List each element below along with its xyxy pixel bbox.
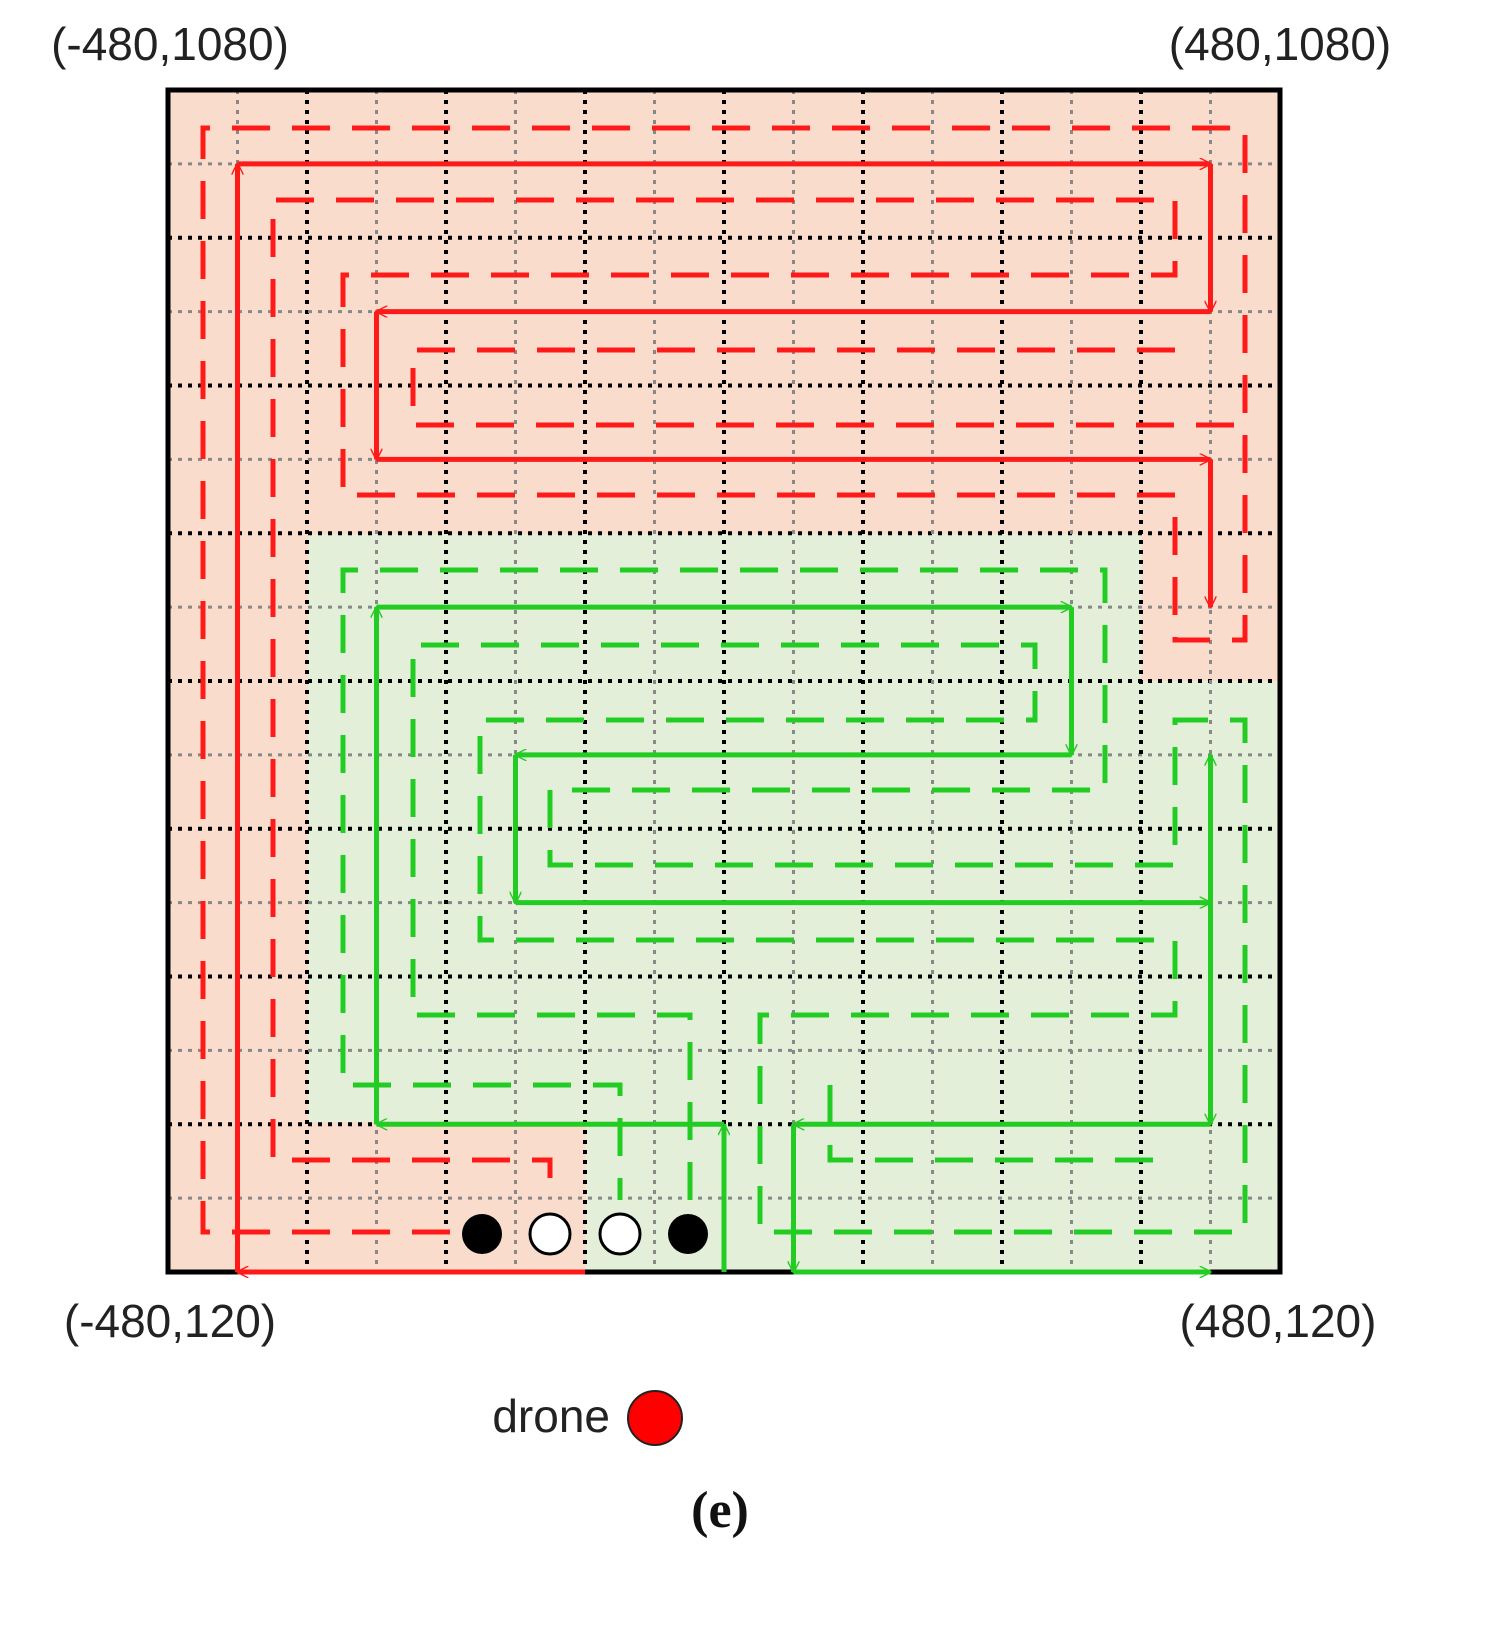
flight-paths [238, 164, 1211, 1272]
start-markers [462, 1212, 708, 1256]
corner-label: (480,1080) [1169, 18, 1392, 70]
corner-label: (-480,120) [64, 1295, 276, 1347]
green-coverage [827, 1085, 1175, 1163]
marker-black [462, 1214, 502, 1254]
legend-label: drone [492, 1390, 610, 1442]
legend-drone [627, 1390, 683, 1446]
marker-black [668, 1214, 708, 1254]
marker-white [528, 1212, 572, 1256]
corner-label: (-480,1080) [51, 18, 289, 70]
marker-white [598, 1212, 642, 1256]
dashed-paths [200, 125, 1248, 1235]
green-coverage [340, 567, 1248, 1235]
corner-label: (480,120) [1180, 1295, 1377, 1347]
red-coverage [200, 125, 1248, 1235]
red-coverage [410, 347, 1245, 428]
caption: (e) [691, 1482, 749, 1539]
